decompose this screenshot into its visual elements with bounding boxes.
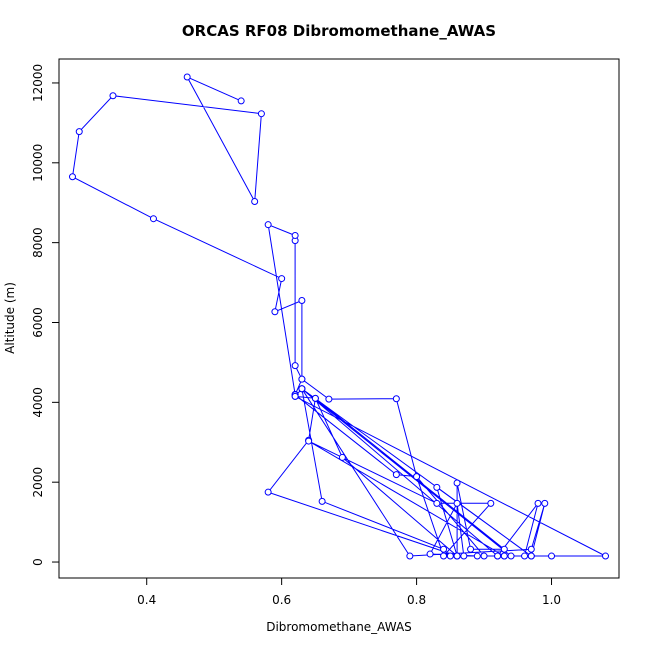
data-point: [251, 198, 259, 206]
y-axis-label: Altitude (m): [3, 282, 17, 354]
x-tick-label: 0.8: [407, 593, 426, 607]
x-tick-label: 0.6: [272, 593, 291, 607]
data-point: [527, 545, 535, 553]
data-point: [413, 473, 421, 481]
series-line: [71, 75, 606, 558]
y-axis: 0 2000 4000 6000 8000 10000 12000: [31, 64, 60, 566]
data-point: [318, 497, 326, 505]
data-point: [305, 437, 313, 445]
data-point: [264, 221, 272, 229]
data-point: [257, 110, 265, 118]
data-point: [453, 552, 461, 560]
data-point: [298, 375, 306, 383]
x-axis-label: Dibromomethane_AWAS: [266, 620, 412, 634]
data-point: [602, 552, 610, 560]
data-point: [467, 545, 475, 553]
data-point: [264, 488, 272, 496]
data-point: [521, 552, 529, 560]
chart-title: ORCAS RF08 Dibromomethane_AWAS: [182, 22, 496, 40]
x-tick-label: 1.0: [542, 593, 561, 607]
y-tick-label: 8000: [31, 227, 45, 258]
data-point: [298, 385, 306, 393]
data-point: [440, 545, 448, 553]
data-point: [271, 308, 279, 316]
data-point: [68, 173, 76, 181]
x-tick-label: 0.4: [137, 593, 156, 607]
data-point: [311, 394, 319, 402]
y-tick-label: 4000: [31, 387, 45, 418]
y-tick-label: 10000: [31, 144, 45, 182]
data-point: [527, 552, 535, 560]
data-point: [291, 362, 299, 370]
data-point: [453, 479, 461, 487]
x-axis: 0.4 0.6 0.8 1.0: [137, 577, 561, 607]
data-point: [109, 92, 117, 100]
data-point: [325, 395, 333, 403]
y-tick-label: 6000: [31, 307, 45, 338]
y-tick-label: 2000: [31, 467, 45, 498]
data-point: [291, 392, 299, 400]
data-point: [487, 499, 495, 507]
data-point: [433, 499, 441, 507]
y-tick-label: 12000: [31, 64, 45, 102]
data-point: [440, 552, 448, 560]
data-point: [507, 552, 515, 560]
data-point: [494, 552, 502, 560]
data-point: [548, 552, 556, 560]
data-point: [237, 97, 245, 105]
data-point: [534, 499, 542, 507]
plot-area-frame: [58, 58, 620, 579]
series-layer: [68, 73, 610, 560]
data-point: [298, 297, 306, 305]
data-point: [541, 499, 549, 507]
data-point: [446, 552, 454, 560]
data-point: [291, 231, 299, 239]
data-point: [500, 552, 508, 560]
data-point: [392, 471, 400, 479]
data-point: [500, 545, 508, 553]
data-point: [149, 215, 157, 223]
data-point: [453, 499, 461, 507]
data-point: [460, 552, 468, 560]
data-point: [338, 453, 346, 461]
y-tick-label: 0: [31, 558, 45, 566]
data-point: [406, 552, 414, 560]
data-point: [426, 550, 434, 558]
data-point: [75, 128, 83, 136]
data-point: [473, 552, 481, 560]
data-point: [183, 73, 191, 81]
data-point: [392, 395, 400, 403]
data-point: [278, 275, 286, 283]
data-point: [433, 483, 441, 491]
data-point: [480, 552, 488, 560]
